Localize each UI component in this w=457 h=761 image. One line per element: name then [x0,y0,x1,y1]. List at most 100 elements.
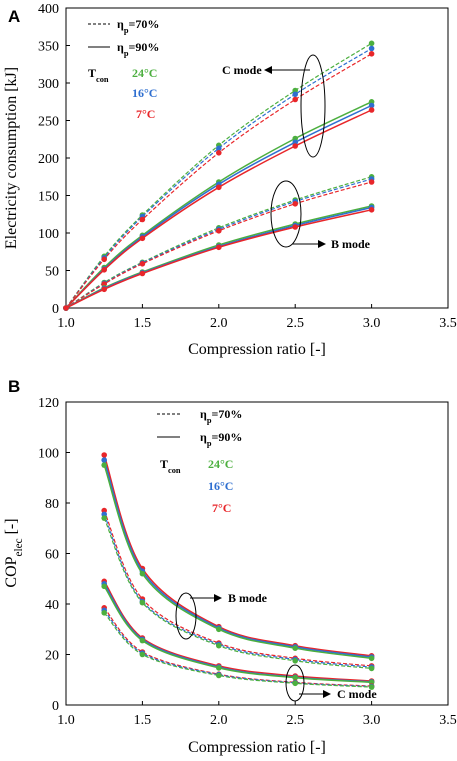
y-tick-label: 300 [38,77,59,92]
series-b-mode-eta90-t7-point [101,286,107,293]
x-tick-label: 2.0 [210,316,228,331]
panel-a-y-axis-label: Electricity consumption [kJ] [3,67,20,249]
panel-b-label: B [8,377,20,396]
x-tick-label: 1.5 [134,713,152,728]
series-c-mode-eta70-t7-point [101,256,107,263]
panel-a-annotations: C mode B mode [222,54,371,251]
y-tick-label: 60 [45,548,59,563]
series-b-mode-eta90-t16-line [103,459,372,658]
legend-solid-label: ηp=90% [200,430,242,448]
legend-temp-7: 7°C [212,501,231,515]
series-b-mode-eta90-t7-point [101,452,107,458]
y-tick-label: 120 [38,396,59,411]
series-b-mode-eta70-t24-point [139,599,146,606]
panel-b-legend: ηp=70% ηp=90% Tcon 24°C 16°C 7°C [157,407,242,515]
series-c-mode-eta90-t24-point [292,674,299,681]
series-b-mode-eta90-t16-point [101,457,107,463]
y-tick-label: 350 [38,40,59,55]
series-c-mode-eta70-t16-point [292,91,299,98]
x-tick-label: 1.5 [134,316,152,331]
series-b-mode-eta90-t24-point [139,570,146,577]
series-b-mode-eta70-t24-point [292,658,299,664]
legend-tcon-label: Tcon [88,66,109,84]
series-b-mode-eta90-t7-line [103,454,372,657]
y-tick-label: 200 [38,152,59,167]
b-mode-label: B mode [228,591,268,605]
c-mode-arrowhead [323,690,331,698]
x-tick-label: 3.0 [363,316,381,331]
series-c-mode-eta90-t7-point [139,235,146,242]
series-c-mode-eta70-t7-point [368,51,375,57]
x-tick-label: 3.5 [439,713,457,728]
series-c-mode-eta90-t7-point [216,184,222,191]
panel-a-legend: ηp=70% ηp=90% Tcon 24°C 16°C 7°C [88,17,159,121]
series-b-mode-eta90-t24-line [65,205,372,309]
x-tick-label: 1.0 [57,713,75,728]
series-b-mode-eta90-t24-point [292,645,299,651]
series-c-mode-eta70-t16-point [216,145,222,152]
y-tick-label: 40 [45,598,59,613]
c-mode-ellipse [285,664,305,702]
series-b-mode-eta90-t16-line [65,206,372,309]
series-c-mode-eta90-t7-point [292,143,299,149]
series-b-mode-eta90-t7-point [63,305,69,311]
series-b-mode-eta70-t24-point [368,665,375,672]
series-b-mode-eta90-t7-line [65,209,372,309]
series-b-mode-eta90-t7-point [139,270,146,277]
y-tick-label: 150 [38,190,59,205]
series-c-mode-eta70-t24-line [65,42,372,309]
series-c-mode-eta90-t7-point [368,107,375,113]
y-tick-label: 80 [45,497,59,512]
x-tick-label: 3.0 [363,713,381,728]
series-c-mode-eta70-t16-line [103,609,372,688]
series-b-mode-eta70-t24-point [101,515,107,521]
series-b-mode-eta90-t24-point [101,462,107,468]
series-c-mode-eta90-t7-point [101,267,107,273]
series-b-mode-eta90-t7-point [292,224,299,230]
series-b-mode-eta90-t24-line [103,464,372,660]
b-mode-label: B mode [331,237,371,251]
series-c-mode-eta70-t16-line [65,47,372,309]
legend-temp-16: 16°C [208,479,233,493]
series-c-mode-eta70-t16-point [368,45,375,52]
x-tick-label: 3.5 [439,316,457,331]
legend-temp-24: 24°C [208,457,233,471]
c-mode-ellipse [300,54,326,158]
series-b-mode-eta90-t24-point [368,655,375,662]
series-c-mode-eta70-t7-point [292,96,299,103]
c-mode-label: C mode [222,63,262,77]
x-tick-label: 2.5 [286,316,304,331]
y-tick-label: 250 [38,115,59,130]
series-c-mode-eta70-t24-point [101,610,107,616]
c-mode-arrowhead [264,66,272,74]
panel-b-chart: B 1.0 1.5 2.0 2.5 3.0 3.5 0 20 40 60 80 100 120 ηp=7… [3,377,457,756]
series-b-mode-eta70-t7-point [368,179,375,185]
b-mode-arrowhead [214,594,222,602]
series-c-mode-eta70-t24-point [292,680,299,687]
series-b-mode-eta90-t7-point [368,207,375,213]
panel-a-x-axis-label: Compression ratio [-] [188,341,326,358]
y-tick-label: 400 [38,2,59,17]
series-b-mode-eta70-t7-point [139,261,146,267]
series-c-mode-eta70-t24-point [216,672,222,679]
series-b-mode-eta70-t7-line [103,510,372,667]
series-c-mode-eta90-t24-point [101,583,107,590]
series-b-mode-eta90-t24-point [216,626,222,633]
panel-b-y-axis-label: COPelec [-] [3,518,25,587]
panel-b-x-axis-label: Compression ratio [-] [188,739,326,756]
series-c-mode-eta70-t24-point [368,684,375,690]
legend-dashed-label: ηp=70% [117,17,159,35]
b-mode-arrowhead [318,240,326,248]
series-c-mode-eta90-t24-line [65,101,372,309]
series-c-mode-eta90-t24-point [139,637,146,644]
panel-a-chart: A 1.0 1.5 2.0 2.5 3.0 3.5 0 50 100 150 200 250 300 35… [3,2,457,358]
x-tick-label: 2.0 [210,713,228,728]
legend-temp-24: 24°C [132,66,157,80]
legend-tcon-label: Tcon [160,457,181,475]
series-c-mode-eta70-t7-line [103,607,372,687]
x-tick-label: 1.0 [57,316,75,331]
y-tick-label: 50 [45,265,59,280]
series-c-mode-eta70-t24-point [368,40,375,47]
c-mode-label: C mode [337,687,377,701]
